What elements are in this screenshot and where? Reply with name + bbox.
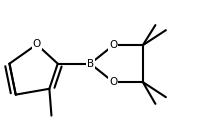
Text: O: O (33, 39, 41, 49)
Text: O: O (109, 77, 118, 87)
Text: O: O (109, 40, 118, 50)
Text: B: B (87, 59, 94, 69)
